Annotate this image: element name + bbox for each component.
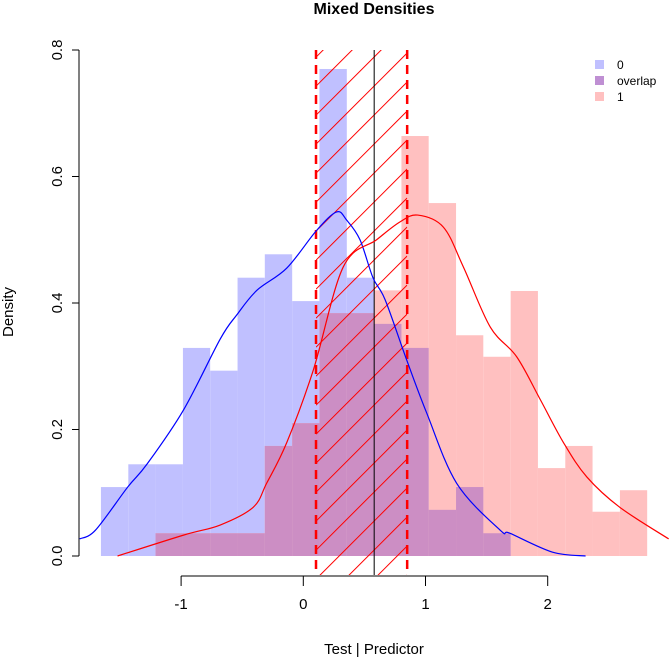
hatch-line [316,255,408,348]
bar-overlap [346,313,375,556]
bar-overlap [401,347,429,556]
reference-lines [314,50,409,575]
bar-group-0 [237,277,265,556]
hatch-line [316,52,408,145]
bar-overlap [210,533,238,556]
y-axis-label: Density [0,286,17,337]
bar-overlap [428,509,457,556]
bar-overlap [319,313,347,556]
bar-overlap [155,533,183,556]
hatch-line [316,50,382,116]
bar-group-1 [510,290,538,556]
hatch-line [316,342,408,435]
bar-overlap [456,487,484,556]
hatch-line [316,400,408,493]
y-tick-label: 0.6 [49,166,66,187]
bar-group-0 [100,487,129,556]
hatch-line [316,168,408,261]
bar-group-0 [210,370,238,556]
x-tick-label: 0 [299,596,307,613]
legend-label: 1 [617,90,624,104]
bar-group-1 [537,468,566,556]
bar-overlap [182,533,211,556]
hatch-line [316,313,408,406]
hatch-line [319,487,408,575]
bar-group-0 [128,464,156,556]
hatch-line [316,110,408,203]
y-tick-label: 0.2 [49,419,66,440]
bar-group-1 [592,511,620,556]
y-tick-label: 0.8 [49,40,66,61]
bar-overlap [237,533,265,556]
hatch-line [348,516,408,575]
legend-label: 0 [617,58,624,72]
hatch-line [316,371,408,464]
hatch-line [316,81,408,174]
legend: 0 overlap 1 [595,58,657,104]
interval-hatching [316,50,408,575]
hatch-line [316,50,353,87]
density-curve-1 [117,214,669,557]
hatch-line [377,545,408,575]
x-axis-label: Test | Predictor [324,641,424,658]
legend-swatch [595,92,604,101]
chart-title: Mixed Densities [314,1,435,18]
bar-overlap [483,533,511,556]
bar-overlap [264,445,293,556]
density-curve-0 [79,211,586,557]
bar-group-1 [565,445,593,556]
legend-swatch [595,60,604,69]
x-tick-label: -1 [174,596,187,613]
x-tick-label: 1 [421,596,429,613]
x-tick-label: 2 [544,596,552,613]
hatch-line [316,429,408,522]
bar-group-1 [483,356,511,556]
y-tick-label: 0.0 [49,546,66,567]
bar-group-0 [182,347,211,556]
axes: 0.0 0.2 0.4 0.6 0.8 -1 0 1 2 [49,40,552,613]
hatch-line [316,284,408,377]
hatch-line [316,458,408,551]
bar-group-1 [428,203,457,556]
legend-label: overlap [617,74,657,88]
y-tick-label: 0.4 [49,293,66,314]
legend-swatch [595,76,604,85]
density-curves [79,211,669,557]
